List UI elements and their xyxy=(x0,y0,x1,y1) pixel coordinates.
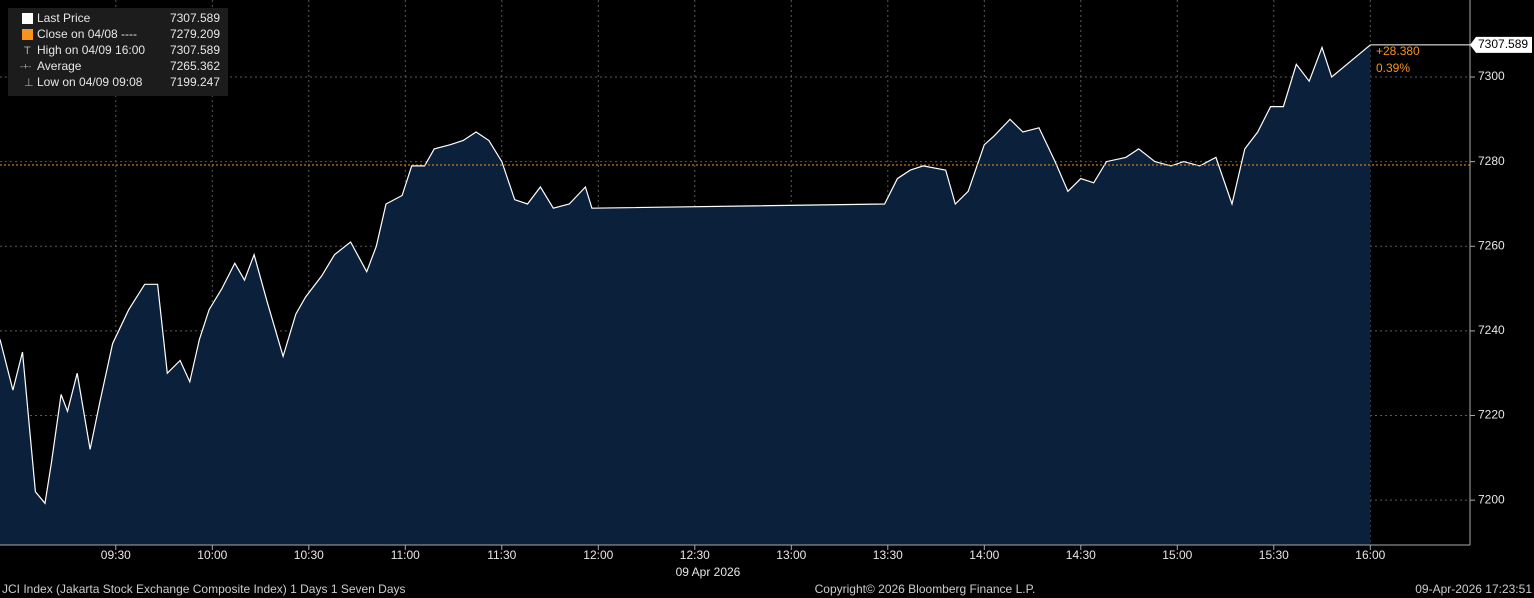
change-label: 0.39% xyxy=(1376,61,1410,75)
x-tick-label: 14:30 xyxy=(1066,548,1096,562)
legend-label: Last Price xyxy=(37,11,91,25)
legend-icon: T xyxy=(24,45,31,57)
x-tick-label: 10:30 xyxy=(294,548,324,562)
x-tick-label: 13:30 xyxy=(873,548,903,562)
legend-label: Low on 04/09 09:08 xyxy=(37,75,143,89)
legend-value: 7265.362 xyxy=(170,59,220,73)
x-tick-label: 12:30 xyxy=(680,548,710,562)
x-tick-label: 09:30 xyxy=(101,548,131,562)
y-tick-label: 7200 xyxy=(1478,492,1505,506)
x-tick-label: 13:00 xyxy=(776,548,806,562)
plot xyxy=(0,0,1470,546)
legend-label: High on 04/09 16:00 xyxy=(37,43,145,57)
footer-left: JCI Index (Jakarta Stock Exchange Compos… xyxy=(2,582,406,596)
footer-right: 09-Apr-2026 17:23:51 xyxy=(1415,582,1532,596)
x-tick-label: 10:00 xyxy=(197,548,227,562)
y-tick-label: 7280 xyxy=(1478,154,1505,168)
legend-value: 7307.589 xyxy=(170,11,220,25)
last-price-label: 7307.589 xyxy=(1478,37,1528,51)
x-tick-label: 15:30 xyxy=(1259,548,1289,562)
line xyxy=(0,44,1371,505)
legend-icon xyxy=(22,13,33,24)
legend-box xyxy=(8,8,228,96)
area xyxy=(0,44,1371,546)
footer-center: Copyright© 2026 Bloomberg Finance L.P. xyxy=(815,582,1036,596)
y-tick-label: 7260 xyxy=(1478,238,1505,252)
y-tick-label: 7240 xyxy=(1478,323,1505,337)
legend-value: 7307.589 xyxy=(170,43,220,57)
legend-icon xyxy=(22,29,33,40)
last-price-tag xyxy=(1470,36,1532,53)
x-tick-label: 15:00 xyxy=(1162,548,1192,562)
x-tick-label: 11:00 xyxy=(391,548,420,562)
legend-label: Average xyxy=(37,59,82,73)
x-tick-label: 11:30 xyxy=(487,548,516,562)
x-date-label: 09 Apr 2026 xyxy=(676,565,741,579)
legend-icon: ⊥ xyxy=(24,77,34,89)
y-tick-label: 7220 xyxy=(1478,408,1505,422)
x-tick-label: 12:00 xyxy=(583,548,613,562)
change-label: +28.380 xyxy=(1376,44,1420,58)
x-tick-label: 16:00 xyxy=(1355,548,1385,562)
legend-label: Close on 04/08 ---- xyxy=(37,27,137,41)
legend-value: 7199.247 xyxy=(170,75,220,89)
x-tick-label: 14:00 xyxy=(969,548,999,562)
legend-value: 7279.209 xyxy=(170,27,220,41)
y-tick-label: 7300 xyxy=(1478,69,1505,83)
legend-icon: -+- xyxy=(20,61,31,71)
